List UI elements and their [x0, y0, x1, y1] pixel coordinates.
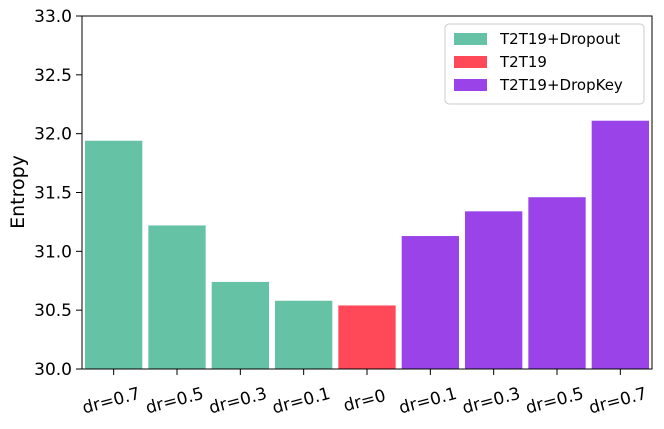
legend-label: T2T19+Dropout	[499, 30, 620, 48]
y-tick-label: 32.5	[34, 66, 72, 86]
x-tick-label: dr=0.5	[144, 384, 206, 419]
x-tick-label: dr=0.3	[207, 384, 269, 419]
x-tick-label: dr=0.7	[587, 384, 649, 419]
x-tick-label: dr=0.3	[460, 384, 522, 419]
x-tick-label: dr=0.5	[524, 384, 586, 419]
bar-dr=0.5	[528, 197, 586, 369]
legend-label: T2T19+DropKey	[499, 76, 623, 94]
bar-dr=0.1	[401, 236, 459, 369]
bar-dr=0.3	[465, 211, 523, 369]
y-tick-label: 31.5	[34, 184, 72, 204]
y-tick-label: 30.5	[34, 301, 72, 321]
bar-dr=0.5	[148, 225, 206, 369]
bar-dr=0	[338, 305, 396, 369]
y-tick-label: 32.0	[34, 125, 72, 145]
legend: T2T19+Dropout T2T19 T2T19+DropKey	[444, 23, 645, 105]
bar-dr=0.3	[211, 281, 269, 369]
legend-box	[444, 23, 645, 105]
x-tick-label: dr=0.1	[270, 384, 332, 419]
y-tick-label: 31.0	[34, 242, 72, 262]
legend-swatch	[454, 56, 487, 68]
y-axis-label: Entropy	[7, 155, 29, 229]
y-tick-label: 33.0	[34, 7, 72, 27]
x-tick-label: dr=0.1	[397, 384, 459, 419]
x-tick-label: dr=0	[341, 386, 388, 416]
bars-group	[85, 120, 649, 369]
bar-dr=0.7	[85, 140, 143, 369]
bar-dr=0.7	[591, 120, 649, 369]
bar-dr=0.1	[275, 300, 333, 369]
legend-swatch	[454, 79, 487, 91]
y-tick-label: 30.0	[34, 360, 72, 380]
legend-swatch	[454, 33, 487, 45]
x-tick-label: dr=0.7	[80, 384, 142, 419]
legend-label: T2T19	[499, 53, 547, 71]
